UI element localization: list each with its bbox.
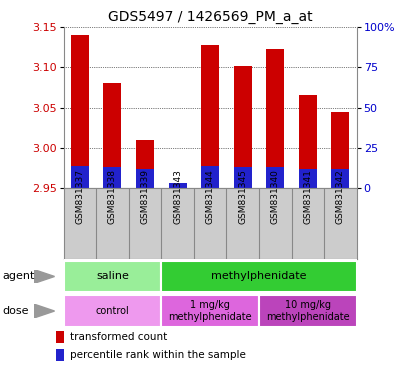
Bar xyxy=(56,349,63,361)
Text: 1 mg/kg
methylphenidate: 1 mg/kg methylphenidate xyxy=(168,300,251,322)
Bar xyxy=(71,166,89,188)
Bar xyxy=(233,167,251,188)
Text: GSM831344: GSM831344 xyxy=(205,169,214,223)
Bar xyxy=(201,166,218,188)
Text: transformed count: transformed count xyxy=(70,332,166,342)
Text: GSM831342: GSM831342 xyxy=(335,169,344,223)
Bar xyxy=(168,183,186,188)
Bar xyxy=(298,95,316,188)
Bar xyxy=(63,296,161,326)
Bar xyxy=(103,167,121,188)
Bar xyxy=(298,169,316,188)
Bar xyxy=(103,83,121,188)
Title: GDS5497 / 1426569_PM_a_at: GDS5497 / 1426569_PM_a_at xyxy=(108,10,312,25)
Bar xyxy=(258,296,356,326)
Bar xyxy=(266,50,283,188)
Text: methylphenidate: methylphenidate xyxy=(211,271,306,281)
Text: GSM831340: GSM831340 xyxy=(270,169,279,223)
Polygon shape xyxy=(34,304,54,318)
Bar xyxy=(71,35,89,188)
Bar xyxy=(233,66,251,188)
Text: GSM831343: GSM831343 xyxy=(173,169,182,223)
Text: dose: dose xyxy=(2,306,29,316)
Text: saline: saline xyxy=(96,271,128,281)
Text: GSM831337: GSM831337 xyxy=(75,169,84,223)
Text: GSM831345: GSM831345 xyxy=(238,169,247,223)
Text: 10 mg/kg
methylphenidate: 10 mg/kg methylphenidate xyxy=(265,300,349,322)
Bar xyxy=(136,140,153,188)
Text: percentile rank within the sample: percentile rank within the sample xyxy=(70,350,245,360)
Bar xyxy=(330,111,348,188)
Bar xyxy=(161,261,356,292)
Bar xyxy=(330,169,348,188)
Text: control: control xyxy=(95,306,129,316)
Text: GSM831338: GSM831338 xyxy=(108,169,117,223)
Bar xyxy=(201,45,218,188)
Bar xyxy=(266,167,283,188)
Bar xyxy=(136,169,153,188)
Polygon shape xyxy=(34,270,54,283)
Text: agent: agent xyxy=(2,271,34,281)
Bar xyxy=(161,296,258,326)
Bar xyxy=(56,331,63,343)
Bar xyxy=(168,187,186,188)
Text: GSM831339: GSM831339 xyxy=(140,169,149,223)
Text: GSM831341: GSM831341 xyxy=(303,169,312,223)
Bar xyxy=(63,261,161,292)
